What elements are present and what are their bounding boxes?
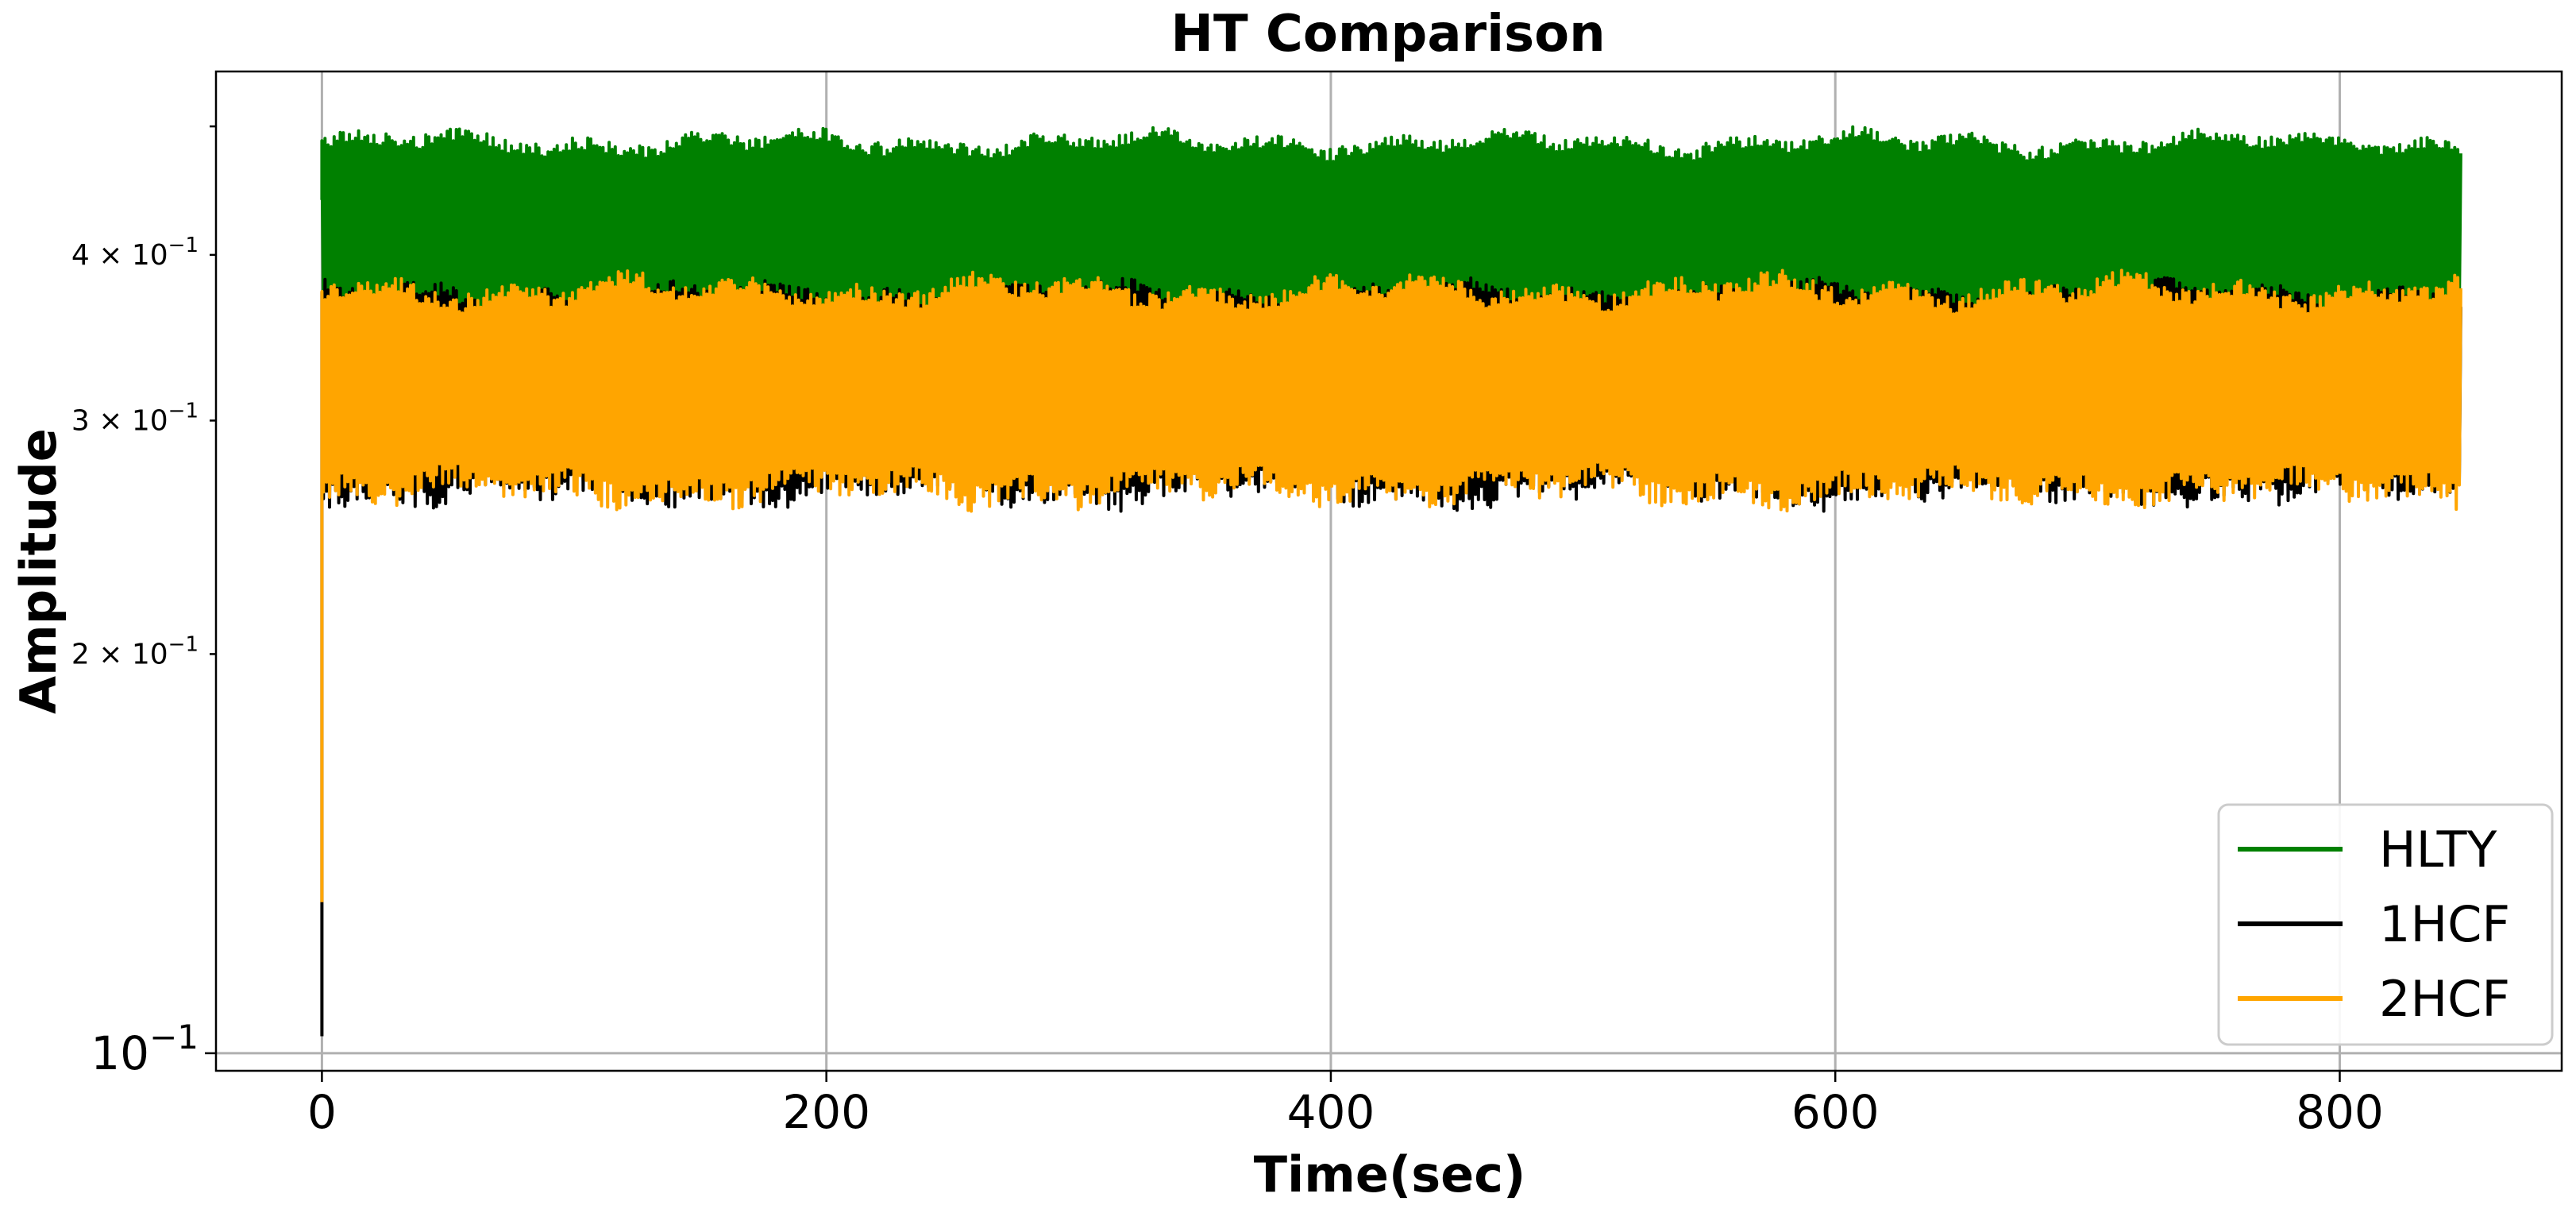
legend-label: 1HCF (2379, 895, 2510, 953)
y-tick-label: 2 × 10−1 (71, 632, 199, 670)
legend-box (2217, 803, 2554, 1046)
plot-frame (214, 70, 2563, 1072)
x-axis-ticks: 0 200 400 600 800 (307, 1071, 2384, 1139)
chart-title: HT Comparison (1170, 5, 1605, 64)
x-axis-label: Time(sec) (1254, 1145, 1526, 1203)
legend: HLTY 1HCF 2HCF (2217, 803, 2554, 1046)
y-tick-label: 3 × 10−1 (71, 399, 199, 437)
series-layer (320, 125, 2462, 1037)
y-axis-ticks: 10−1 2 × 10−1 3 × 10−1 4 × 10−1 (71, 125, 216, 1080)
x-tick-label: 800 (2296, 1085, 2384, 1139)
x-tick-label: 0 (307, 1085, 337, 1139)
legend-label: 2HCF (2379, 970, 2510, 1028)
y-axis-label: Amplitude (10, 428, 67, 714)
series-line-2HCF (320, 268, 2462, 902)
series-line-HLTY (320, 125, 2462, 350)
y-tick-label: 4 × 10−1 (71, 234, 199, 272)
legend-label: HLTY (2379, 821, 2497, 879)
x-tick-label: 200 (782, 1085, 870, 1139)
x-tick-label: 600 (1791, 1085, 1880, 1139)
x-tick-label: 400 (1287, 1085, 1375, 1139)
y-tick-label: 10−1 (91, 1018, 199, 1080)
